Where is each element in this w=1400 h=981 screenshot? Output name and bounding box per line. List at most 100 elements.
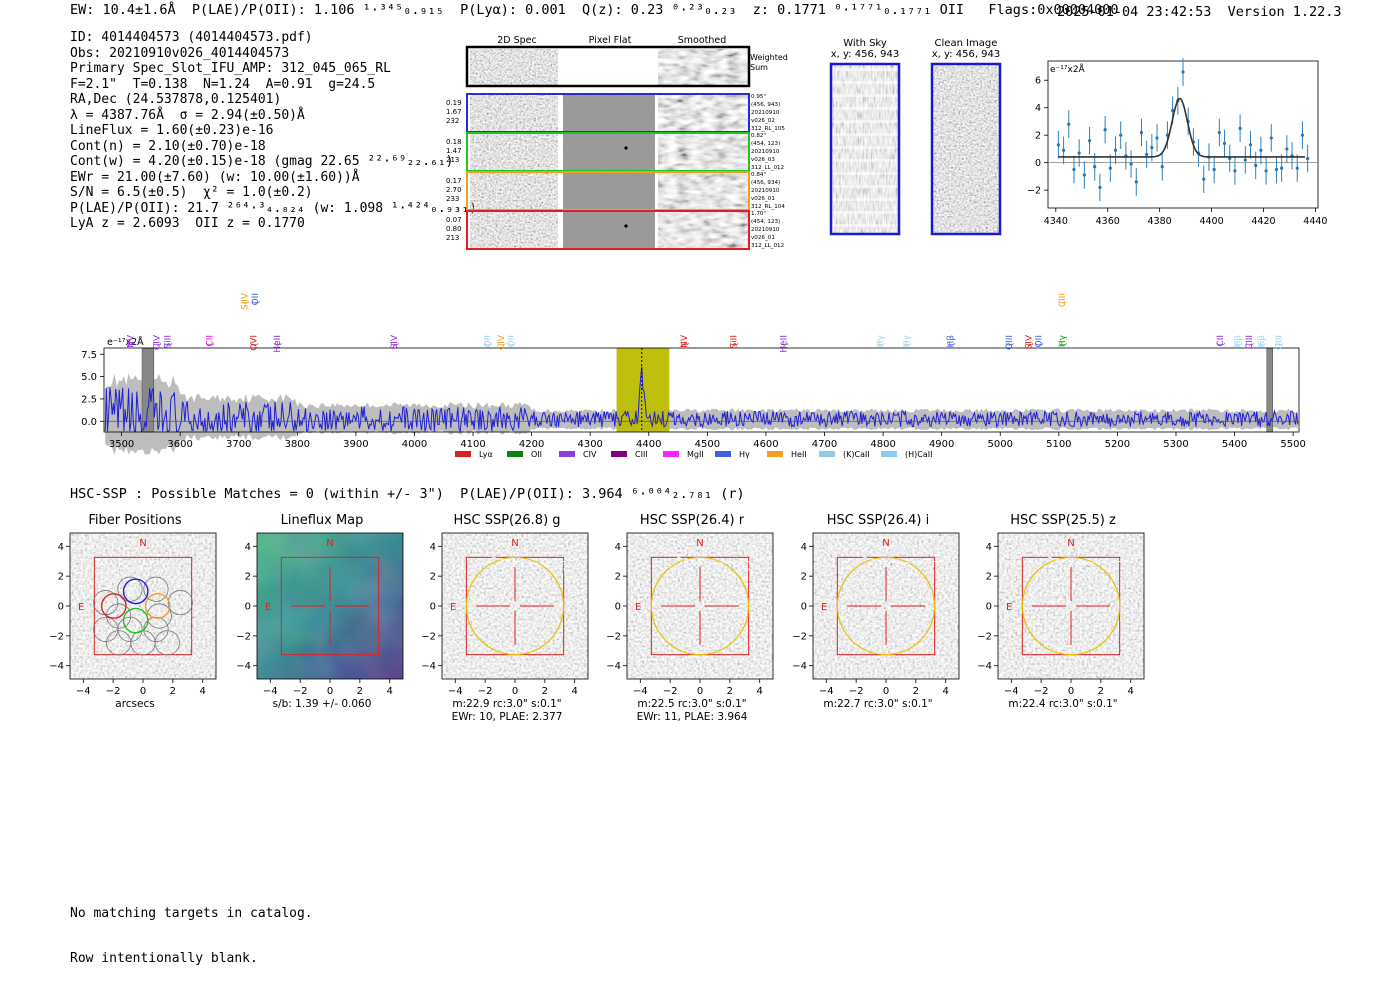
sky-band: [832, 94, 898, 97]
cutout-row-meta: v026_02: [751, 118, 775, 124]
imaging-thumbnails: Fiber Positions N E −4 −4 −2 −2 0 0 2 2 4 4 arcsecs Li…: [0, 510, 1400, 730]
spec-legend-label: CIII: [635, 450, 648, 459]
cutout-flat-defect: [624, 224, 628, 228]
zoom-data-point: [1259, 148, 1263, 152]
sky-band: [832, 198, 898, 201]
cutout-smoothed: [658, 212, 748, 248]
sky-band: [832, 211, 898, 214]
cutout-row-meta: (454, 123): [751, 219, 780, 225]
thumb-y-tick-label: −2: [237, 631, 251, 642]
spec-line-brace: {: [1058, 342, 1067, 347]
thumb-x-tick-label: 4: [200, 686, 206, 697]
spec-legend-swatch: [507, 451, 523, 457]
thumb-y-tick-label: 0: [58, 602, 64, 613]
zoom-data-point: [1129, 162, 1133, 166]
cutout-row-stat: 213: [446, 156, 459, 164]
thumb-caption: EWr: 10, PLAE: 2.377: [451, 711, 563, 723]
thumb-noise: [998, 533, 1144, 679]
spec-line-label: OIII: [1274, 335, 1284, 350]
zoom-data-point: [1082, 173, 1086, 177]
north-label: N: [511, 538, 518, 549]
cutout-row-meta: v026_03: [751, 157, 775, 163]
thumb-y-tick-label: −4: [422, 661, 436, 672]
thumb-y-tick-label: −4: [978, 661, 992, 672]
thumb-y-tick-label: 4: [58, 542, 64, 553]
sky-band: [832, 81, 898, 84]
zoom-data-point: [1098, 185, 1102, 189]
thumb-y-tick-label: 0: [801, 602, 807, 613]
thumb-y-tick-label: 0: [245, 602, 251, 613]
cutout-row-meta: 312_LL_012: [751, 165, 784, 171]
thumb-panel-5: HSC SSP(26.4) i N E −4 −4 −2 −2 0 0 2 2 4 4 m:22.7 rc…: [793, 510, 963, 725]
east-label: E: [450, 602, 456, 613]
zoom-x-tick-label: 4340: [1044, 216, 1068, 227]
weighted-sum-row: [465, 45, 751, 88]
fiber-circle: [117, 616, 143, 642]
info-lineflux: LineFlux = 1.60(±0.23)e-16: [70, 123, 274, 138]
zoom-y-tick-label: 6: [1035, 76, 1041, 87]
cutout-row-meta: 312_LL_012: [751, 243, 784, 249]
cutout-row-meta: 312_RL_104: [751, 204, 785, 210]
zoom-data-point: [1243, 158, 1247, 162]
cutout-row-meta: v026_01: [751, 196, 775, 202]
spec-line-brace: {: [1257, 342, 1266, 347]
neighbor-ellipse: [650, 530, 777, 564]
spec-legend-label: Hγ: [739, 450, 750, 459]
spec-x-tick-label: 5400: [1222, 439, 1247, 450]
cutout-row-meta: 20210910: [751, 110, 780, 116]
zoom-data-point: [1217, 130, 1221, 135]
zoom-data-point: [1077, 151, 1081, 155]
spec-line-brace: {: [205, 342, 214, 347]
thumb-caption: EWr: 11, PLAE: 3.964: [636, 711, 748, 723]
sky-band: [832, 185, 898, 188]
spec-line-brace: {: [1034, 342, 1043, 347]
thumb-y-tick-label: −4: [50, 661, 64, 672]
zoom-data-point: [1150, 145, 1154, 150]
full-spectrum-chart: 3500 3600 3700 3800 3900 4000 4100 4200 4300 4400…: [81, 292, 1306, 459]
sky-band: [832, 68, 898, 71]
north-label: N: [1067, 538, 1074, 549]
thumb-x-tick-label: 0: [1068, 686, 1074, 697]
spec-line-brace: {: [1233, 342, 1242, 347]
search-radius-circle: [836, 556, 936, 656]
spec-line-label: CII: [205, 335, 215, 347]
cutout-row-stat: 1.47: [446, 147, 462, 155]
spec-line-brace: {: [876, 342, 885, 347]
spec-x-tick-label: 5300: [1163, 439, 1188, 450]
thumb-x-tick-label: 2: [727, 686, 733, 697]
spec-line-label: HeII: [780, 335, 790, 353]
thumb-caption: m:22.5 rc:3.0" s:0.1": [637, 698, 747, 710]
thumb-title: Lineflux Map: [280, 513, 364, 528]
info-cont-n: Cont(n) = 2.10(±0.70)e-18: [70, 138, 266, 154]
spec-legend-label: (H)CaII: [905, 450, 932, 459]
zoom-data-point: [1160, 165, 1164, 169]
spec-line-brace: {: [1274, 342, 1283, 347]
cutout-row-stat: 1.67: [446, 108, 462, 116]
thumb-y-tick-label: 0: [615, 602, 621, 613]
zoom-data-point: [1067, 122, 1071, 126]
spec-line-brace: {: [484, 342, 493, 347]
zoom-data-point: [1134, 180, 1138, 184]
spec-line-brace: {: [1024, 342, 1033, 347]
thumb-x-tick-label: −4: [263, 686, 278, 697]
spec-line-label: SiII: [730, 335, 740, 349]
cutout-row-meta: 312_RL_105: [751, 126, 785, 132]
thumb-x-tick-label: 4: [757, 686, 763, 697]
thumb-caption: arcsecs: [115, 698, 155, 710]
thumb-y-tick-label: −4: [607, 661, 621, 672]
spec-line-brace: {: [390, 342, 399, 347]
thumb-y-tick-label: −2: [793, 631, 807, 642]
zoom-data-point: [1171, 108, 1175, 113]
spec-line-label: OVI: [249, 335, 259, 351]
spec-x-tick-label: 4500: [695, 439, 720, 450]
fiber-circle: [154, 630, 180, 656]
cutout-row-meta: 20210910: [751, 227, 780, 233]
info-id: ID: 4014404573 (4014404573.pdf): [70, 30, 313, 45]
cutout-row-stat: 0.80: [446, 225, 462, 233]
thumb-y-tick-label: 0: [986, 602, 992, 613]
spec-line-brace: {: [1245, 342, 1254, 347]
zoom-data-point: [1072, 167, 1076, 172]
spec-line-label: Hβ: [1257, 335, 1267, 348]
spec-legend-swatch: [611, 451, 627, 457]
